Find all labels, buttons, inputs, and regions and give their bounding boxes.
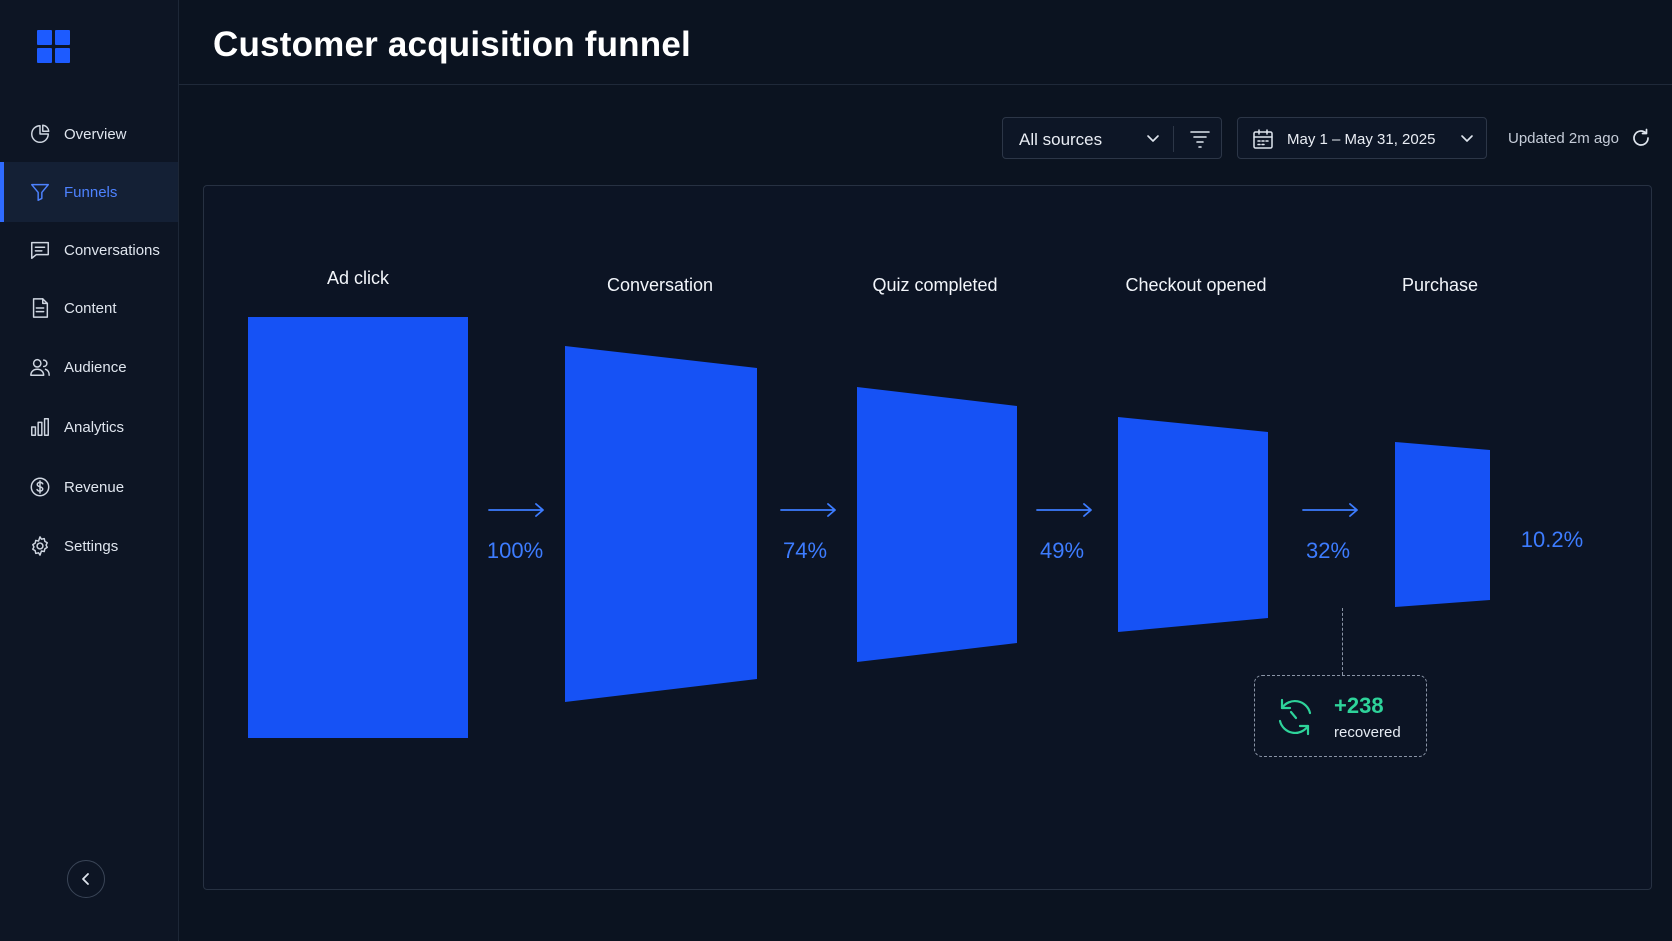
date-range-picker[interactable]: May 1 – May 31, 2025 bbox=[1237, 117, 1487, 159]
sidebar-item-label: Funnels bbox=[64, 183, 118, 201]
sidebar-item-label: Conversations bbox=[64, 241, 160, 259]
refresh-icon[interactable] bbox=[1631, 128, 1651, 148]
conversion-rate-purchase: 10.2% bbox=[1520, 527, 1584, 552]
sidebar-item-label: Overview bbox=[64, 125, 127, 143]
last-updated-text: Updated 2m ago bbox=[1508, 130, 1619, 147]
app-logo-icon[interactable] bbox=[37, 30, 70, 63]
sidebar-item-label: Settings bbox=[64, 537, 119, 555]
sidebar-item-settings[interactable]: Settings bbox=[0, 516, 178, 576]
arrow-right-icon bbox=[1036, 503, 1092, 517]
stage-label-purchase: Purchase bbox=[1401, 275, 1479, 295]
users-icon bbox=[29, 356, 51, 378]
stage-label-ad-click: Ad click bbox=[326, 268, 390, 288]
recovered-value: +238 bbox=[1334, 693, 1384, 718]
funnel-stage-conversation[interactable] bbox=[565, 346, 757, 702]
sidebar-item-analytics[interactable]: Analytics bbox=[0, 397, 178, 457]
page-title: Customer acquisition funnel bbox=[213, 25, 691, 64]
sidebar-item-audience[interactable]: Audience bbox=[0, 337, 178, 397]
sidebar-item-funnels[interactable]: Funnels bbox=[0, 162, 178, 222]
gear-icon bbox=[29, 535, 51, 557]
recovered-callout[interactable]: +238 recovered bbox=[1254, 675, 1427, 757]
stage-label-checkout-opened: Checkout opened bbox=[1125, 275, 1267, 295]
arrow-right-icon bbox=[488, 503, 544, 517]
sidebar-item-revenue[interactable]: Revenue bbox=[0, 457, 178, 517]
source-dropdown-value: All sources bbox=[1019, 130, 1103, 149]
chat-icon bbox=[29, 239, 51, 261]
conversion-rate-ad-click: 100% bbox=[486, 538, 544, 563]
sidebar-item-label: Audience bbox=[64, 358, 127, 376]
funnel-stage-quiz-completed[interactable] bbox=[857, 387, 1017, 662]
sync-icon bbox=[1278, 698, 1312, 736]
pie-chart-icon bbox=[29, 123, 51, 145]
date-range-value: May 1 – May 31, 2025 bbox=[1287, 131, 1436, 148]
filter-icon[interactable] bbox=[1189, 128, 1211, 150]
funnel-stage-ad-click[interactable] bbox=[248, 317, 468, 738]
funnel-graphic bbox=[248, 317, 1490, 738]
dollar-icon bbox=[29, 476, 51, 498]
conversion-rate-conversation: 74% bbox=[782, 538, 828, 563]
document-icon bbox=[29, 297, 51, 319]
stage-label-conversation: Conversation bbox=[606, 275, 714, 295]
collapse-sidebar-button[interactable] bbox=[67, 860, 105, 898]
sidebar-item-overview[interactable]: Overview bbox=[0, 104, 178, 164]
calendar-icon bbox=[1253, 129, 1273, 149]
sidebar-item-label: Revenue bbox=[64, 478, 125, 496]
conversion-rate-quiz-completed: 49% bbox=[1039, 538, 1085, 563]
funnel-icon bbox=[29, 181, 51, 203]
conversion-rate-checkout-opened: 32% bbox=[1305, 538, 1351, 563]
page-header: Customer acquisition funnel bbox=[179, 0, 1672, 85]
funnel-stage-checkout-opened[interactable] bbox=[1118, 417, 1268, 632]
sidebar-item-conversations[interactable]: Conversations bbox=[0, 220, 178, 280]
source-dropdown[interactable]: All sources bbox=[1002, 117, 1222, 159]
sidebar-item-label: Content bbox=[64, 299, 117, 317]
sidebar-item-content[interactable]: Content bbox=[0, 278, 178, 338]
arrow-right-icon bbox=[780, 503, 836, 517]
arrow-right-icon bbox=[1302, 503, 1358, 517]
stage-label-quiz-completed: Quiz completed bbox=[872, 275, 998, 295]
funnel-stage-purchase[interactable] bbox=[1395, 442, 1490, 607]
recovered-label: recovered bbox=[1334, 724, 1401, 741]
funnel-panel: Ad click Conversation Quiz completed Che… bbox=[203, 185, 1652, 890]
sidebar-item-label: Analytics bbox=[64, 418, 125, 436]
bar-chart-icon bbox=[29, 416, 51, 438]
chevron-down-icon bbox=[1147, 135, 1159, 142]
divider bbox=[1173, 126, 1174, 152]
chevron-down-icon bbox=[1461, 135, 1473, 142]
sidebar: Overview Funnels Conversations Content A… bbox=[0, 0, 179, 941]
callout-connector bbox=[1342, 608, 1343, 675]
chevron-left-icon bbox=[82, 873, 89, 885]
